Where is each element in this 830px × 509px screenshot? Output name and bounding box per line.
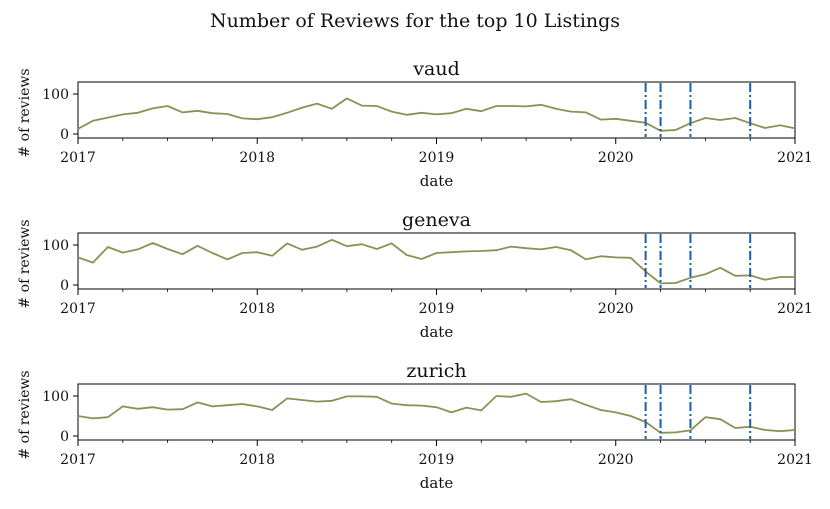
subplot-title: geneva bbox=[402, 209, 471, 231]
y-tick-label: 0 bbox=[60, 429, 69, 445]
series-line bbox=[77, 238, 795, 285]
series-line bbox=[77, 97, 796, 132]
y-axis-label: # of reviews bbox=[17, 68, 33, 157]
y-tick-label: 100 bbox=[42, 389, 69, 405]
x-tick-label: 2017 bbox=[60, 301, 96, 317]
y-tick-label: 100 bbox=[42, 87, 69, 103]
y-tick-label: 0 bbox=[60, 127, 69, 143]
x-tick-label: 2020 bbox=[598, 150, 634, 166]
x-axis-label: date bbox=[420, 172, 454, 190]
x-tick-label: 2020 bbox=[598, 452, 634, 468]
x-tick-label: 2019 bbox=[419, 452, 455, 468]
x-tick-label: 2021 bbox=[777, 150, 813, 166]
x-tick-label: 2018 bbox=[239, 452, 275, 468]
subplot-zurich: zurich # of reviews date 2017 2018 2019 2020 20… bbox=[17, 360, 813, 492]
plot-frame bbox=[77, 232, 796, 290]
x-axis-label: date bbox=[420, 474, 454, 492]
x-tick-label: 2019 bbox=[419, 150, 455, 166]
y-axis-label: # of reviews bbox=[17, 219, 33, 308]
x-tick-label: 2018 bbox=[239, 150, 275, 166]
x-tick-label: 2018 bbox=[239, 301, 275, 317]
x-tick-label: 2017 bbox=[60, 452, 96, 468]
x-tick-label: 2021 bbox=[777, 301, 813, 317]
x-tick-label: 2019 bbox=[419, 301, 455, 317]
y-tick-label: 0 bbox=[60, 278, 69, 294]
x-tick-label: 2017 bbox=[60, 150, 96, 166]
y-tick-label: 100 bbox=[42, 238, 69, 254]
subplot-geneva: geneva # of reviews date 2017 2018 2019 2020 20… bbox=[17, 209, 813, 341]
x-tick-label: 2020 bbox=[598, 301, 634, 317]
subplot-vaud: vaud # of reviews date 2017 2018 2019 2020 2021… bbox=[17, 58, 813, 190]
plot-frame bbox=[77, 81, 796, 139]
subplots: vaud # of reviews date 2017 2018 2019 2020 2021… bbox=[17, 58, 813, 492]
series-line bbox=[77, 392, 796, 434]
subplot-title: zurich bbox=[406, 360, 466, 382]
x-axis-label: date bbox=[420, 323, 454, 341]
subplot-title: vaud bbox=[412, 58, 459, 80]
figure-title: Number of Reviews for the top 10 Listing… bbox=[210, 10, 620, 32]
y-axis-label: # of reviews bbox=[17, 370, 33, 459]
x-tick-label: 2021 bbox=[777, 452, 813, 468]
